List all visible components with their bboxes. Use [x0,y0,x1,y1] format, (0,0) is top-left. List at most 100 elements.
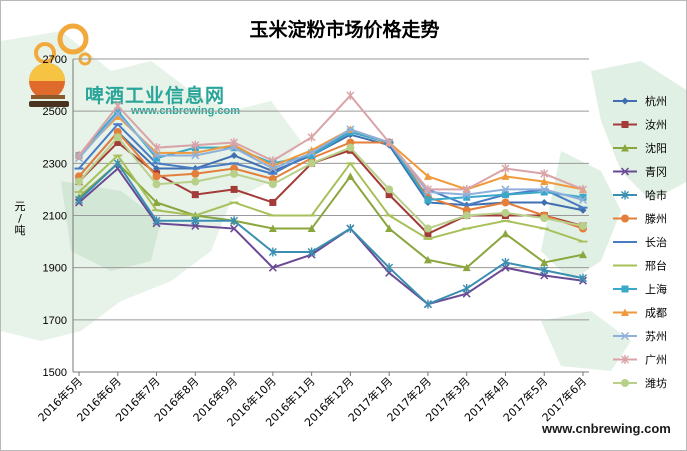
data-point [578,195,588,204]
data-point [462,284,471,294]
legend-label: 成都 [645,307,667,320]
series-12 [75,91,587,194]
data-point [424,196,432,204]
y-tick-label: 2300 [43,158,67,170]
series-line [78,135,584,230]
brand-logo-icon [29,23,92,107]
data-point [153,154,161,162]
data-point [269,198,277,206]
data-point [114,138,122,146]
data-point [152,172,161,181]
series-line [78,161,584,306]
y-axis-label-char: / [18,212,22,225]
legend-label: 杭州 [645,94,667,108]
data-point [268,224,277,233]
brand-name: 啤酒工业信息网 [85,85,226,107]
data-point [268,156,277,166]
legend-marker [621,379,629,387]
legend-label: 哈市 [645,188,667,202]
data-point [230,169,239,178]
legend-label: 青冈 [645,166,667,179]
data-point [462,184,471,194]
y-tick-label: 1700 [43,315,67,327]
series-line [78,153,584,243]
data-point [230,216,239,226]
data-point [423,299,432,309]
data-point [540,169,549,179]
data-point [191,140,200,150]
data-point [424,230,432,238]
data-point [463,193,471,201]
data-point [113,158,122,168]
legend-marker [621,308,629,316]
data-point [152,198,161,206]
data-point [385,263,394,273]
data-point [501,172,510,180]
data-point [540,177,549,186]
data-point [113,101,122,111]
data-point [501,164,510,174]
data-point [346,91,355,101]
data-point [268,247,277,257]
data-point [579,193,587,201]
data-point [501,229,510,238]
data-point [191,169,200,178]
data-point [75,195,83,205]
data-point [423,172,432,180]
legend-marker [621,190,629,200]
data-point [501,191,509,199]
legend-label: 汝州 [645,118,667,132]
series-line [78,161,584,269]
y-axis-label-char: 吨 [14,224,26,237]
chart-title: 玉米淀粉市场价格走势 [249,19,440,41]
y-tick-label: 2100 [43,211,67,223]
data-point [579,250,587,259]
y-axis-label: 元 / 吨 [13,201,27,237]
data-point [191,191,199,199]
series-5 [75,158,587,309]
series-13 [75,133,587,233]
data-point [307,159,316,168]
legend-label: 上海 [645,282,667,296]
y-tick-label: 1900 [43,263,67,275]
data-point [346,125,355,134]
data-point [268,263,277,272]
data-point [113,109,122,118]
data-point [152,151,161,160]
legend-label: 邢台 [645,259,667,273]
series-layer [74,91,588,309]
legend-marker [621,121,629,128]
data-point [579,273,587,283]
series-line [78,112,584,201]
series-11 [74,109,588,204]
series-line [78,141,584,235]
legend-label: 广州 [645,354,667,367]
y-axis-label-char: 元 [14,200,26,213]
data-point [191,216,200,226]
data-point [579,221,587,230]
data-point [308,152,316,160]
legend-label: 潍坊 [645,376,667,390]
data-point [346,172,355,180]
footer-url: www.cnbrewing.com [542,421,671,436]
legend-marker [620,331,630,341]
data-point [462,263,471,272]
legend-marker [621,97,629,105]
data-point [501,198,510,207]
data-point [385,191,393,199]
series-8 [74,153,588,243]
legend-marker [621,214,629,223]
data-point [423,184,432,194]
data-point [462,211,471,220]
data-point [579,184,587,194]
data-point [501,185,510,194]
data-point [423,255,432,264]
legend-label: 苏州 [645,330,667,343]
data-point [423,224,432,233]
y-tick-label: 2500 [43,106,67,118]
data-point [540,198,548,206]
data-point [307,247,316,257]
legend-marker [621,285,629,293]
